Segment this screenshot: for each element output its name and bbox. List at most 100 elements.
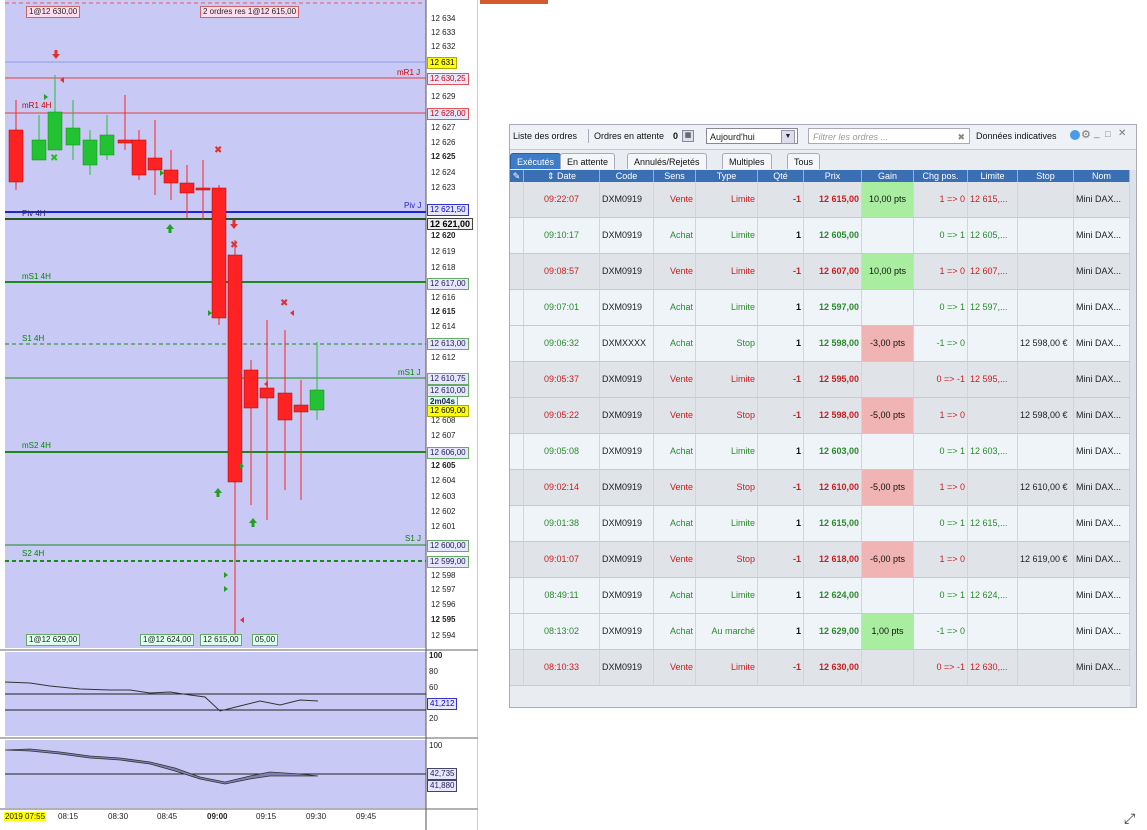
- level-label-s1-j: S1 J: [405, 534, 422, 543]
- table-row[interactable]: 09:22:07 DXM0919 Vente Limite -1 12 615,00 10,…: [510, 182, 1136, 218]
- order-filter-input[interactable]: Filtrer les ordres ... ✖: [808, 128, 970, 144]
- chart-canvas[interactable]: ✖ ✖ ✖ ✖: [0, 0, 478, 830]
- wrench-icon[interactable]: ✎: [510, 170, 524, 182]
- price-chart[interactable]: ✖ ✖ ✖ ✖ 1@12 630,00 2 ordres res 1@12 615,0…: [0, 0, 478, 830]
- table-row[interactable]: 08:13:02 DXM0919 Achat Au marché 1 12 629,00 1…: [510, 614, 1136, 650]
- orders-scrollbar[interactable]: [1130, 170, 1136, 707]
- cell-gain: -6,00 pts: [862, 542, 914, 577]
- gear-icon[interactable]: ⚙: [1081, 129, 1091, 141]
- column-header-type[interactable]: Type: [696, 170, 758, 182]
- price-axis-tick: 12 598: [431, 571, 456, 580]
- candle-body: [8, 129, 24, 183]
- candle-body: [259, 387, 275, 399]
- sell-arrow-marker: [230, 220, 238, 229]
- order-tag-top-right[interactable]: 2 ordres res 1@12 615,00: [200, 6, 300, 18]
- buy-arrow-marker: [166, 224, 174, 233]
- table-row[interactable]: 09:05:08 DXM0919 Achat Limite 1 12 603,00 0 =>…: [510, 434, 1136, 470]
- cell-date: 09:22:07: [524, 182, 600, 217]
- cell-date: 09:05:08: [524, 434, 600, 469]
- table-row[interactable]: 09:02:14 DXM0919 Vente Stop -1 12 610,00 -5,00…: [510, 470, 1136, 506]
- table-row[interactable]: 09:10:17 DXM0919 Achat Limite 1 12 605,00 0 =>…: [510, 218, 1136, 254]
- level-label-piv-4h: Piv 4H: [22, 209, 46, 218]
- cell-type: Stop: [696, 542, 758, 577]
- column-header-code[interactable]: Code: [600, 170, 654, 182]
- period-select[interactable]: Aujourd'hui ▼: [706, 128, 798, 144]
- cross-marker: ✖: [280, 298, 288, 309]
- tab-all[interactable]: Tous: [787, 153, 821, 169]
- cell-qte: -1: [758, 650, 804, 685]
- bubble-icon[interactable]: [1070, 130, 1080, 140]
- cell-prix: 12 603,00: [804, 434, 862, 469]
- tab-cancelled[interactable]: Annulés/Rejetés: [627, 153, 707, 169]
- order-triangle-marker: [224, 572, 228, 578]
- tab-pending[interactable]: En attente: [560, 153, 616, 169]
- cell-stop: [1018, 506, 1074, 541]
- table-row[interactable]: 09:01:38 DXM0919 Achat Limite 1 12 615,00 0 =>…: [510, 506, 1136, 542]
- column-header-sens[interactable]: Sens: [654, 170, 696, 182]
- table-row[interactable]: 09:05:37 DXM0919 Vente Limite -1 12 595,00 0 =…: [510, 362, 1136, 398]
- column-header-prix[interactable]: Prix: [804, 170, 862, 182]
- column-header-nom[interactable]: Nom: [1074, 170, 1130, 182]
- cell-prix: 12 595,00: [804, 362, 862, 397]
- maximize-icon[interactable]: □: [1105, 129, 1111, 139]
- orders-list-label[interactable]: Liste des ordres: [513, 131, 578, 141]
- order-triangle-marker: [264, 381, 268, 387]
- resize-icon[interactable]: ⤢: [1124, 810, 1136, 826]
- price-axis-tick: 12 634: [431, 14, 456, 23]
- main-panel-bg: [5, 0, 426, 648]
- cell-stop: [1018, 614, 1074, 649]
- order-tag-top-left[interactable]: 1@12 630,00: [26, 6, 81, 18]
- tab-executed[interactable]: Exécutés: [510, 153, 562, 169]
- table-row[interactable]: 09:01:07 DXM0919 Vente Stop -1 12 618,00 -6,00…: [510, 542, 1136, 578]
- row-gutter: [510, 182, 524, 217]
- order-triangle-marker: [160, 170, 164, 176]
- period-select-value: Aujourd'hui: [710, 132, 755, 142]
- clear-icon[interactable]: ✖: [957, 132, 965, 142]
- cell-chg: -1 => 0: [914, 326, 968, 361]
- cell-qte: 1: [758, 326, 804, 361]
- table-row[interactable]: 08:49:11 DXM0919 Achat Limite 1 12 624,00 0 =>…: [510, 578, 1136, 614]
- order-tag-bottom-2[interactable]: 1@12 624,00: [140, 634, 195, 646]
- order-triangle-marker: [208, 310, 212, 316]
- close-icon[interactable]: ✕: [1118, 128, 1127, 139]
- candle-body: [227, 254, 243, 483]
- candle-body: [117, 139, 133, 144]
- cell-type: Au marché: [696, 614, 758, 649]
- table-row[interactable]: 09:08:57 DXM0919 Vente Limite -1 12 607,00 10,…: [510, 254, 1136, 290]
- cross-marker: ✖: [50, 153, 58, 164]
- order-tag-bottom-4[interactable]: 05,00: [252, 634, 279, 646]
- cell-sens: Achat: [654, 326, 696, 361]
- column-header-date[interactable]: ⇕ Date: [524, 170, 600, 182]
- level-label-s1-4h: S1 4H: [22, 334, 45, 343]
- table-row[interactable]: 09:07:01 DXM0919 Achat Limite 1 12 597,00 0 =>…: [510, 290, 1136, 326]
- cell-date: 09:08:57: [524, 254, 600, 289]
- calendar-icon[interactable]: ▦: [682, 130, 694, 142]
- order-filter-placeholder: Filtrer les ordres ...: [813, 132, 889, 142]
- column-header-gain[interactable]: Gain: [862, 170, 914, 182]
- column-header-qte[interactable]: Qté: [758, 170, 804, 182]
- table-row[interactable]: 08:10:33 DXM0919 Vente Limite -1 12 630,00 0 =…: [510, 650, 1136, 686]
- column-header-chg-pos[interactable]: Chg pos.: [914, 170, 968, 182]
- cell-limite: [968, 542, 1018, 577]
- orders-panel[interactable]: Liste des ordres Ordres en attente 0 ▦ A…: [509, 124, 1137, 708]
- table-row[interactable]: 09:05:22 DXM0919 Vente Stop -1 12 598,00 -5,00…: [510, 398, 1136, 434]
- tab-multiple[interactable]: Multiples: [722, 153, 772, 169]
- cell-stop: 12 598,00 €: [1018, 398, 1074, 433]
- cell-chg: 1 => 0: [914, 182, 968, 217]
- price-axis-tick: 12 614: [431, 322, 456, 331]
- cell-date: 08:13:02: [524, 614, 600, 649]
- table-row[interactable]: 09:06:32 DXMXXXX Achat Stop 1 12 598,00 -3,00 …: [510, 326, 1136, 362]
- cell-nom: Mini DAX...: [1074, 218, 1130, 253]
- cell-sens: Vente: [654, 398, 696, 433]
- pending-orders-label[interactable]: Ordres en attente: [594, 131, 665, 141]
- minimize-icon[interactable]: _: [1094, 128, 1100, 139]
- cell-prix: 12 605,00: [804, 218, 862, 253]
- chevron-down-icon[interactable]: ▼: [781, 130, 795, 144]
- order-tag-bottom-3[interactable]: 12 615,00: [200, 634, 242, 646]
- column-header-stop[interactable]: Stop: [1018, 170, 1074, 182]
- order-tag-bottom-1[interactable]: 1@12 629,00: [26, 634, 81, 646]
- row-gutter: [510, 326, 524, 361]
- orders-toolbar: Liste des ordres Ordres en attente 0 ▦ A…: [510, 125, 1136, 150]
- candle-body: [147, 157, 163, 171]
- column-header-limite[interactable]: Limite: [968, 170, 1018, 182]
